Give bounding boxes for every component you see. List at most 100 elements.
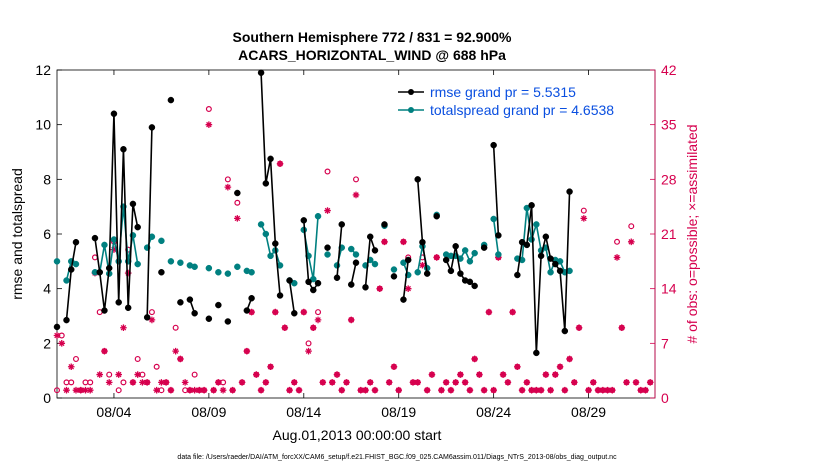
rmse-point (514, 271, 521, 279)
obs-possible-point (205, 106, 212, 113)
rmse-point (471, 282, 478, 290)
obs-assimilated-point (286, 386, 293, 394)
rmse-point (490, 141, 497, 149)
rmse-point (552, 260, 559, 268)
rmse-point (423, 270, 431, 277)
obs-assimilated-point (105, 379, 113, 386)
obs-assimilated-point (248, 308, 255, 316)
rmse-point (205, 315, 213, 322)
rmse-point (267, 155, 274, 163)
rmse-point (300, 217, 308, 224)
obs-assimilated-point (305, 347, 312, 355)
obs-assimilated-point (186, 386, 194, 394)
obs-assimilated-point (110, 246, 118, 253)
totalspread-point (215, 269, 222, 276)
rmse-point (234, 189, 241, 197)
legend-marker-sample (408, 89, 414, 95)
x-tick-label: 08/04 (96, 404, 131, 420)
obs-assimilated-point (219, 386, 227, 394)
rmse-point (305, 278, 312, 286)
obs-possible-point (305, 340, 312, 347)
obs-assimilated-point (376, 285, 384, 292)
rmse-line (350, 262, 357, 285)
rmse-line (336, 224, 343, 278)
rmse-point (537, 252, 545, 260)
totalspread-point (63, 277, 70, 284)
totalspread-point (72, 260, 80, 268)
totalspread-point (262, 230, 270, 238)
obs-assimilated-point (433, 254, 440, 261)
obs-assimilated-point (552, 371, 559, 378)
obs-possible-point (58, 332, 65, 339)
obs-assimilated-point (82, 386, 89, 394)
obs-assimilated-point (333, 371, 341, 378)
rmse-point (533, 349, 540, 357)
plot-frame (56, 69, 656, 399)
y-axis-label-right: # of obs: o=possible; ×=assimilated (684, 124, 700, 343)
obs-assimilated-point (618, 324, 626, 332)
obs-possible-point (315, 309, 322, 316)
rmse-point (400, 296, 407, 303)
rmse-point (248, 294, 255, 302)
obs-assimilated-point (575, 324, 583, 332)
rmse-point (53, 323, 61, 331)
obs-assimilated-point (371, 386, 379, 394)
obs-possible-point (172, 324, 179, 331)
totalspread-point (177, 259, 184, 266)
rmse-point (72, 238, 80, 246)
obs-assimilated-point (471, 355, 478, 363)
obs-assimilated-point (281, 324, 289, 332)
rmse-point (442, 256, 450, 264)
rmse-point (566, 188, 573, 195)
rmse-point (243, 307, 251, 314)
chart-title-line1: Southern Hemisphere 772 / 831 = 92.900% (233, 29, 513, 45)
totalspread-point (248, 269, 255, 276)
totalspread-point (267, 252, 274, 260)
chart-title-line2: ACARS_HORIZONTAL_WIND @ 688 hPa (238, 47, 506, 63)
obs-assimilated-point (129, 379, 137, 386)
rmse-point (447, 267, 455, 275)
obs-assimilated-point (148, 316, 156, 324)
totalspread-point (333, 262, 341, 269)
obs-assimilated-point (229, 386, 236, 394)
obs-possible-point (220, 379, 227, 386)
y-tick-label-left: 0 (43, 390, 51, 406)
obs-assimilated-point (324, 207, 331, 214)
rmse-point (191, 310, 198, 317)
obs-assimilated-point (428, 371, 436, 378)
rmse-point (324, 244, 331, 251)
obs-assimilated-point (139, 379, 146, 386)
obs-possible-point (87, 379, 94, 386)
y-tick-label-right: 21 (661, 226, 677, 242)
obs-possible-point (139, 371, 146, 378)
obs-possible-point (68, 379, 75, 386)
legend-label: totalspread grand pr = 4.6538 (430, 102, 614, 118)
obs-possible-point (224, 176, 231, 183)
rmse-point (96, 269, 103, 276)
obs-assimilated-point (556, 363, 564, 371)
x-axis-label: Aug.01,2013 00:00:00 start (273, 427, 442, 443)
obs-assimilated-point (447, 386, 455, 394)
obs-assimilated-point (504, 379, 512, 386)
obs-assimilated-point (224, 183, 232, 191)
rmse-point (224, 318, 232, 325)
rmse-point (67, 266, 75, 273)
obs-assimilated-point (499, 371, 507, 378)
obs-assimilated-point (115, 371, 122, 378)
obs-assimilated-point (590, 379, 597, 386)
obs-assimilated-point (585, 386, 592, 394)
obs-assimilated-point (162, 379, 170, 386)
obs-assimilated-point (234, 215, 241, 222)
obs-assimilated-point (96, 371, 104, 378)
rmse-point (134, 223, 141, 231)
totalspread-point (110, 236, 118, 243)
obs-assimilated-point (642, 386, 649, 394)
obs-possible-point (115, 387, 122, 394)
legend-label: rmse grand pr = 5.5315 (430, 84, 576, 100)
totalspread-point (471, 249, 478, 257)
rmse-point (371, 247, 379, 254)
obs-assimilated-point (528, 386, 535, 394)
obs-assimilated-point (101, 347, 108, 355)
totalspread-point (101, 241, 108, 249)
rmse-point (338, 221, 346, 228)
